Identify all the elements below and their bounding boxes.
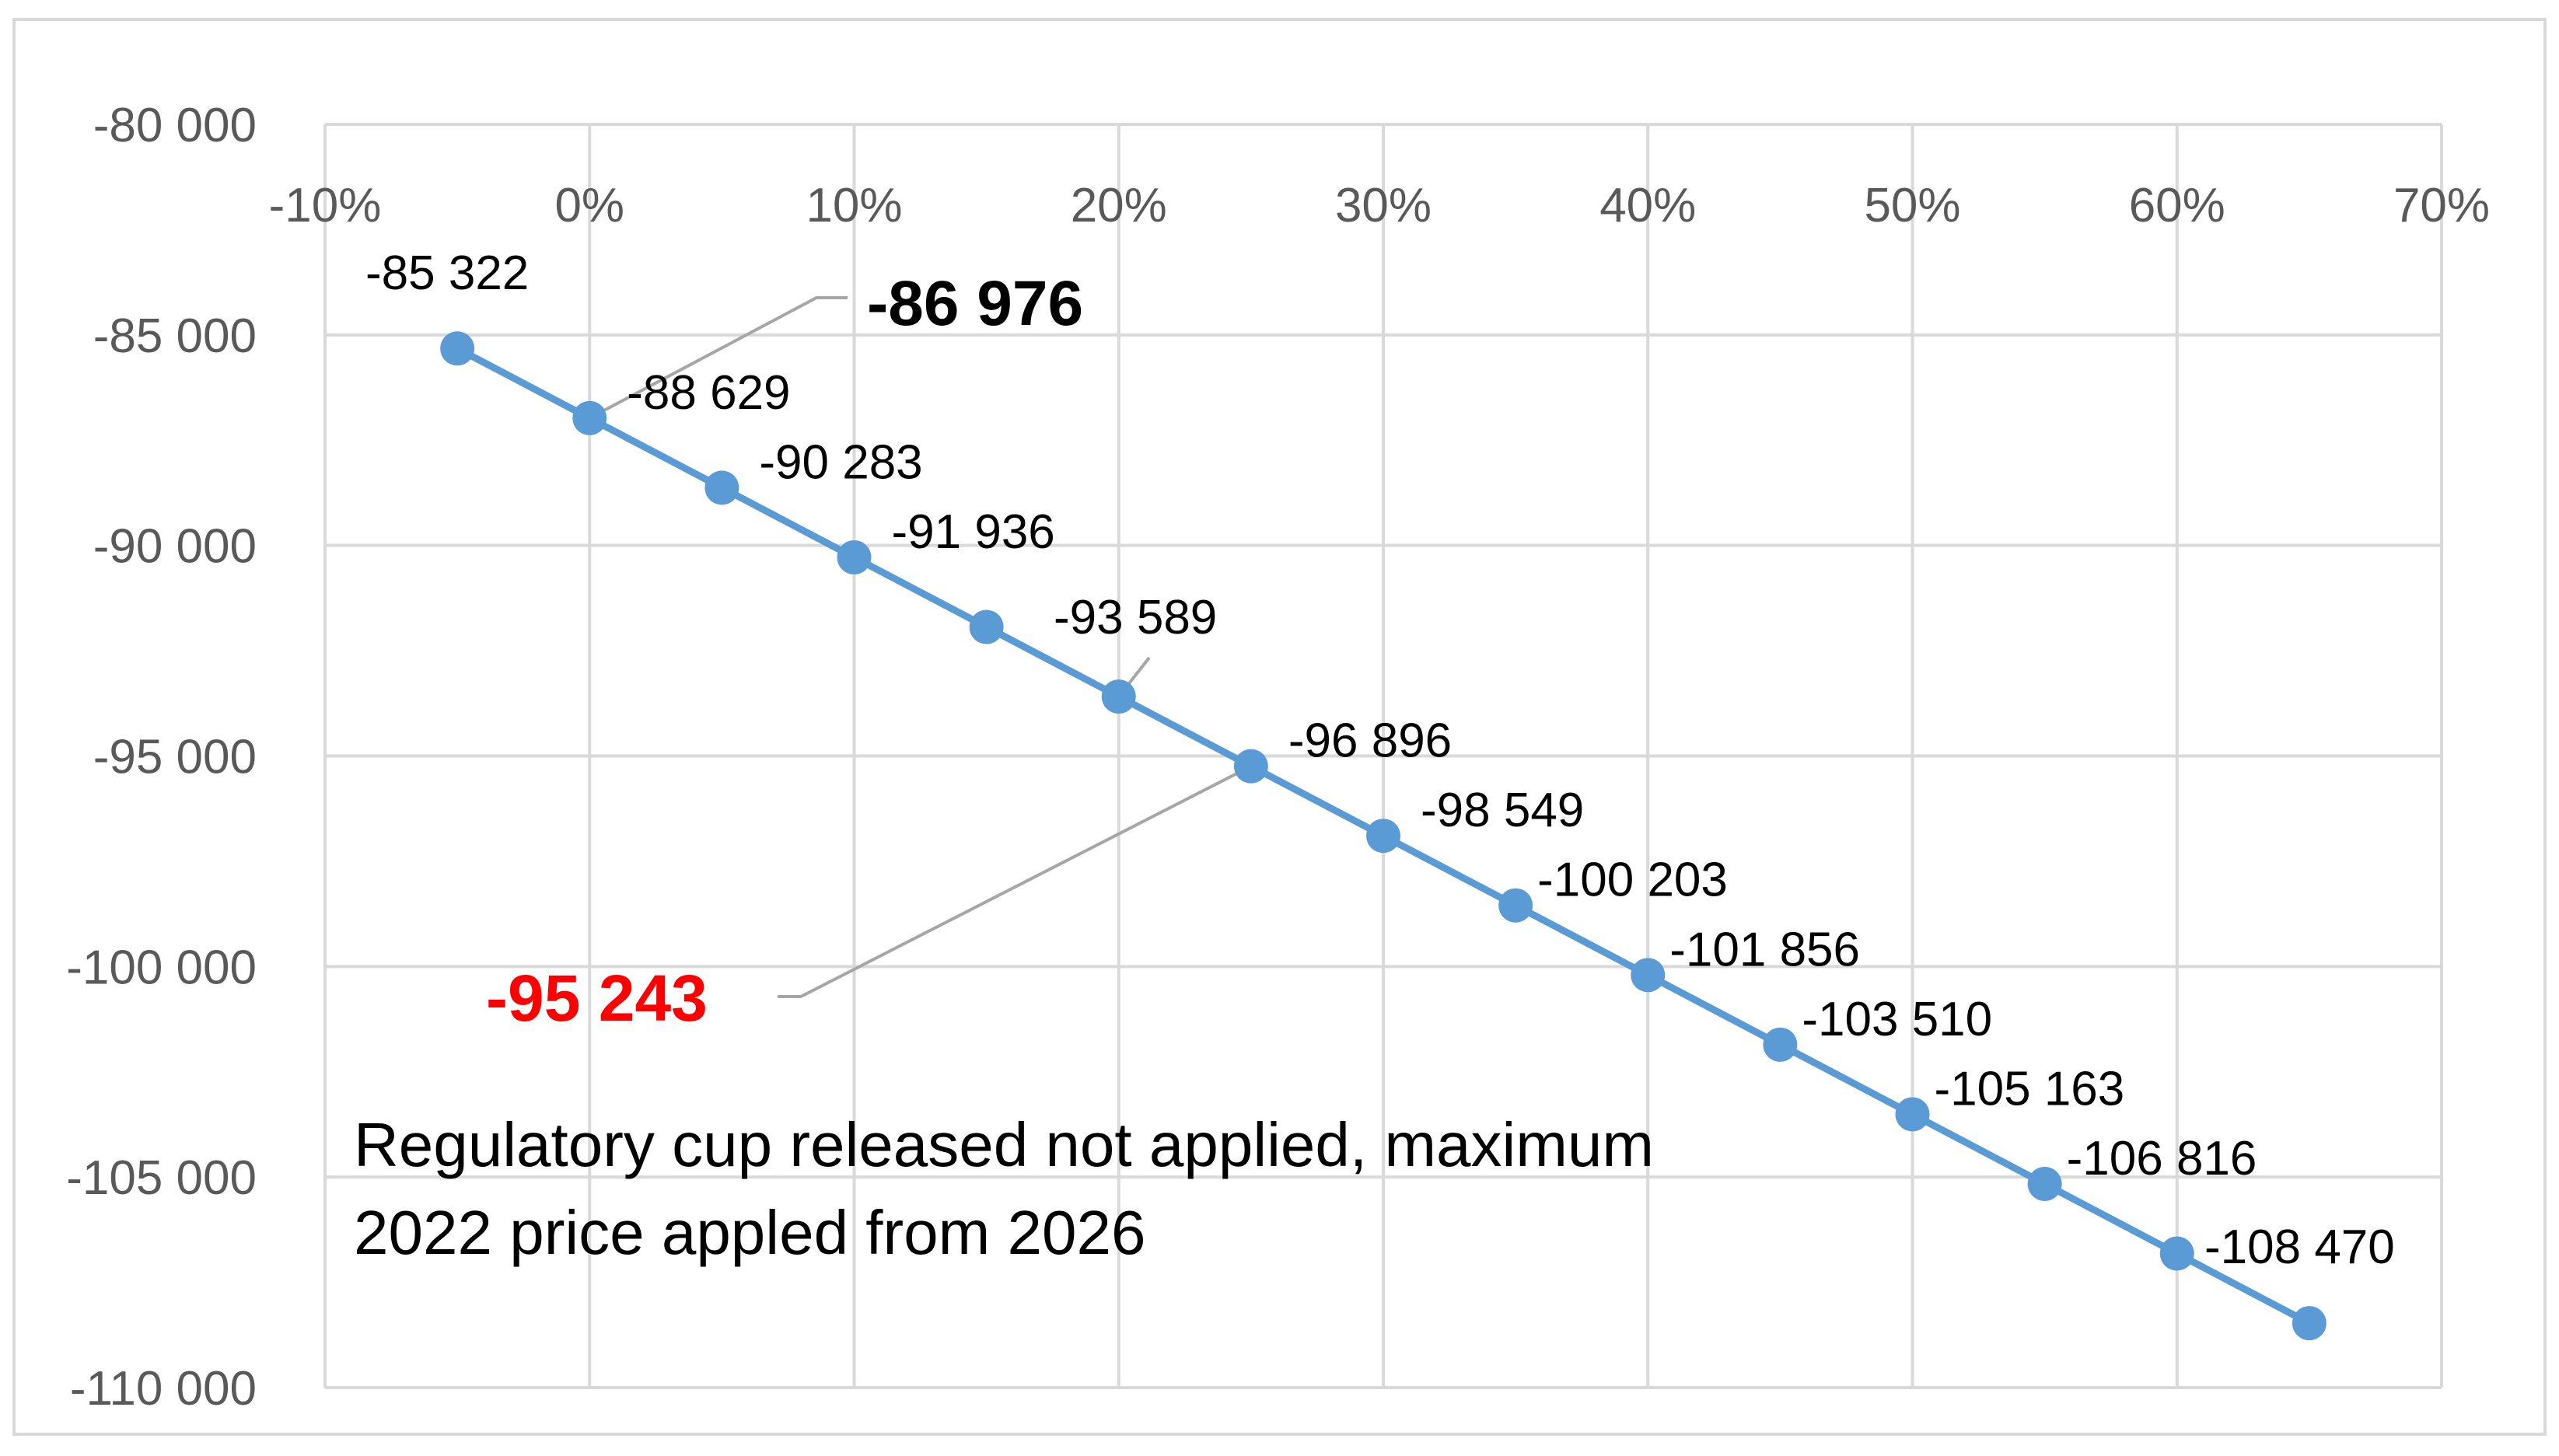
x-tick-label: 70% [2393,179,2490,232]
data-label: -96 896 [1288,714,1452,768]
data-point [704,470,739,505]
x-tick-label: 60% [2129,179,2225,232]
data-label: -88 629 [627,366,790,420]
data-label: -85 322 [365,246,529,300]
data-label: -95 243 [486,962,708,1035]
data-label: -108 470 [2204,1220,2395,1274]
data-label: -86 976 [867,268,1083,339]
x-tick-label: 50% [1864,179,1960,232]
x-tick-label: -10% [269,179,382,232]
chart-annotation: Regulatory cup released not applied, max… [354,1110,1671,1267]
data-point [2159,1236,2194,1271]
leader-line [778,764,1252,998]
y-tick-label: -95 000 [93,731,257,784]
x-tick-label: 30% [1335,179,1432,232]
data-label: -91 936 [892,505,1055,559]
data-point [837,539,872,574]
data-label: -98 549 [1421,784,1584,837]
data-label: -90 283 [759,435,922,489]
y-axis-tick-labels: -80 000 -85 000 -90 000 -95 000 -100 000 -105… [66,99,257,1416]
data-point [1366,819,1400,854]
data-point [440,331,475,366]
data-point [572,400,607,435]
data-point [1101,679,1136,714]
data-point [2292,1306,2327,1341]
data-label: -106 816 [2067,1132,2257,1185]
y-tick-label: -105 000 [66,1151,257,1205]
data-point [1498,888,1533,923]
data-label: -103 510 [1802,993,1992,1046]
data-point [969,609,1004,644]
data-point [1233,749,1268,784]
y-tick-label: -90 000 [93,520,257,574]
y-tick-label: -85 000 [93,309,257,363]
data-point [1895,1097,1930,1132]
data-label: -101 856 [1669,923,1860,976]
data-point [1631,958,1666,993]
data-point [1763,1027,1798,1062]
data-labels: -85 322 -86 976 -88 629 -90 283 -91 936 -93 5… [365,246,2395,1274]
x-tick-label: 10% [806,179,902,232]
data-label: -105 163 [1935,1062,2125,1116]
gridlines [323,123,2443,1389]
x-tick-label: 40% [1599,179,1696,232]
leader-line [589,296,848,420]
data-label: -100 203 [1537,854,1728,907]
y-tick-label: -110 000 [70,1362,257,1416]
data-point [2027,1166,2062,1201]
data-label: -93 589 [1054,591,1217,644]
data-points [440,331,2327,1341]
x-tick-label: 20% [1071,179,1167,232]
x-tick-label: 0% [554,179,624,232]
x-axis-tick-labels: -10% 0% 10% 20% 30% 40% 50% 60% 70% [269,179,2490,232]
chart-border [12,18,2547,1436]
y-tick-label: -100 000 [66,941,257,994]
y-tick-label: -80 000 [93,99,257,152]
